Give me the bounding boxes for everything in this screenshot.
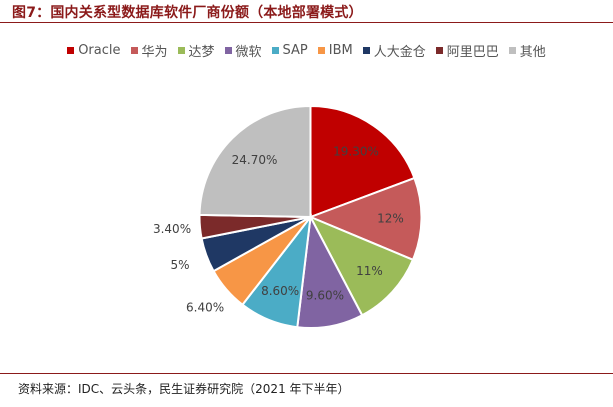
legend-swatch (224, 46, 232, 54)
legend-swatch (435, 46, 443, 54)
source-note: 资料来源：IDC、云头条，民生证券研究院（2021 年下半年） (18, 382, 350, 396)
legend-label: 微软 (235, 44, 262, 60)
pie-slice (198, 104, 312, 219)
legend: Oracle 华为 达梦 微软 SAP IBM 人大金仓 阿里巴巴 其他 (0, 40, 613, 60)
slice-value-label: 12% (377, 212, 404, 226)
legend-item: SAP (271, 42, 308, 58)
legend-label: 达梦 (188, 44, 215, 60)
slice-value-label: 5% (170, 258, 189, 272)
legend-swatch (177, 46, 185, 54)
legend-label: 人大金仓 (373, 44, 426, 60)
legend-label: SAP (282, 42, 308, 58)
legend-swatch (362, 46, 370, 54)
legend-item: 达梦 (177, 41, 215, 60)
legend-swatch (317, 46, 325, 54)
legend-item: 其他 (508, 41, 546, 60)
legend-item: 人大金仓 (362, 41, 426, 60)
pie-slice (309, 104, 416, 219)
slice-value-label: 11% (356, 264, 383, 278)
slice-value-label: 8.60% (261, 284, 299, 298)
legend-item: Oracle (67, 42, 121, 58)
legend-label: IBM (328, 42, 353, 58)
chart-title: 图7：国内关系型数据库软件厂商份额（本地部署模式） (12, 5, 363, 21)
slice-value-label: 3.40% (153, 222, 191, 236)
slice-value-label: 6.40% (186, 301, 224, 315)
source-bar: 资料来源：IDC、云头条，民生证券研究院（2021 年下半年） (0, 373, 613, 404)
legend-label: 其他 (519, 44, 546, 60)
legend-item: 阿里巴巴 (435, 41, 499, 60)
legend-label: 华为 (141, 44, 168, 60)
legend-swatch (67, 46, 75, 54)
title-bar: 图7：国内关系型数据库软件厂商份额（本地部署模式） (0, 0, 613, 23)
legend-swatch (130, 46, 138, 54)
pie-slice (308, 215, 415, 317)
legend-swatch (508, 46, 516, 54)
legend-label: 阿里巴巴 (446, 44, 499, 60)
pie-slice (307, 176, 423, 262)
slice-value-label: 19.30% (333, 144, 379, 158)
legend-swatch (271, 46, 279, 54)
legend-item: 华为 (130, 41, 168, 60)
slice-value-label: 9.60% (306, 289, 344, 303)
legend-item: IBM (317, 42, 353, 58)
slice-value-label: 24.70% (232, 153, 278, 167)
legend-item: 微软 (224, 41, 262, 60)
legend-label: Oracle (78, 42, 121, 58)
